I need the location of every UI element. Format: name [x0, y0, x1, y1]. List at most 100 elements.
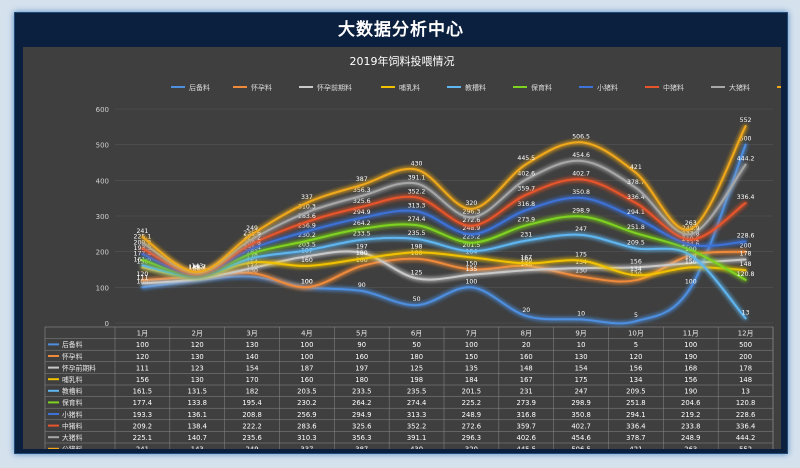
data-label: 247: [575, 226, 587, 233]
data-label: 337: [301, 194, 313, 201]
table-cell: 249: [246, 446, 259, 449]
series-line: [141, 143, 747, 325]
header-banner: 大数据分析中心: [15, 13, 787, 47]
data-label: 552: [740, 117, 752, 124]
table-cell: 359.7: [517, 422, 536, 430]
table-series-name: 中猪料: [62, 421, 83, 430]
table-cell: 154: [575, 364, 588, 372]
table-cell: 274.4: [407, 399, 426, 407]
table-cell: 402.7: [571, 422, 590, 430]
x-tick-label: 11月: [683, 330, 699, 338]
data-label: 249: [246, 225, 258, 232]
table-cell: 161.5: [133, 388, 152, 396]
table-cell: 156: [629, 364, 642, 372]
table-cell: 123: [191, 364, 204, 372]
data-label: 454.6: [572, 152, 590, 159]
legend-label: 大猪料: [729, 83, 750, 92]
table-cell: 193.3: [133, 411, 152, 419]
series-line: [141, 125, 747, 274]
table-cell: 402.6: [517, 434, 536, 442]
table-cell: 320: [465, 446, 478, 449]
table-series-name: 教槽料: [62, 387, 83, 396]
table-cell: 336.4: [736, 422, 755, 430]
table-cell: 133.8: [188, 399, 207, 407]
table-cell: 352.2: [407, 422, 426, 430]
data-label: 225.2: [463, 234, 481, 241]
data-label: 140.7: [188, 264, 206, 271]
table-series-name: 大猪料: [62, 433, 83, 442]
x-tick-label: 5月: [356, 330, 367, 338]
data-label: 235.5: [408, 230, 426, 237]
data-label: 100: [137, 278, 149, 285]
table-cell: 190: [684, 388, 697, 396]
table-cell: 120.8: [736, 399, 755, 407]
data-label: 500: [740, 136, 752, 143]
legend-item: 公猪料: [777, 86, 781, 88]
x-tick-label: 7月: [466, 330, 477, 338]
y-tick-label: 600: [96, 106, 109, 114]
data-label: 200: [740, 243, 752, 250]
table-cell: 391.1: [407, 434, 426, 442]
data-label: 336.4: [737, 194, 755, 201]
table-cell: 130: [575, 353, 588, 361]
table-cell: 167: [520, 376, 533, 384]
x-tick-label: 2月: [192, 330, 203, 338]
legend-item: 怀孕料: [233, 83, 272, 92]
data-label: 135: [466, 266, 478, 273]
data-label: 148: [520, 261, 532, 268]
data-label: 402.7: [572, 170, 590, 177]
table-cell: 251.8: [626, 399, 645, 407]
table-cell: 140.7: [188, 434, 207, 442]
table-cell: 184: [465, 376, 478, 384]
data-label: 352.2: [408, 188, 426, 195]
table-cell: 198: [410, 376, 423, 384]
table-cell: 273.9: [517, 399, 536, 407]
table-cell: 235.5: [407, 388, 426, 396]
data-label: 13: [742, 309, 750, 316]
chart-panel: 2019年饲料投喂情况 后备料 怀孕料 怀孕前期料 哺乳料 教槽料 保育料 小猪料 中猪料 大猪料…: [23, 47, 781, 449]
data-label: 359.7: [517, 186, 535, 193]
table-cell: 350.8: [571, 411, 590, 419]
table-cell: 201.5: [462, 388, 481, 396]
y-tick-label: 400: [96, 177, 109, 185]
legend-label: 小猪料: [597, 83, 618, 92]
table-cell: 180: [355, 376, 368, 384]
legend-item: 中猪料: [645, 83, 684, 92]
table-cell: 233.8: [681, 422, 700, 430]
data-label: 168: [685, 254, 697, 261]
x-tick-label: 3月: [246, 330, 257, 338]
data-label: 154: [575, 259, 587, 266]
data-label: 298.9: [572, 207, 590, 214]
table-cell: 325.6: [352, 422, 371, 430]
x-tick-label: 1月: [137, 330, 148, 338]
table-cell: 233.5: [352, 388, 371, 396]
data-label: 310.3: [298, 203, 316, 210]
table-cell: 230.2: [297, 399, 316, 407]
table-cell: 170: [246, 376, 259, 384]
data-label: 233.5: [353, 231, 371, 238]
data-label: 201.5: [463, 242, 481, 249]
table-cell: 454.6: [571, 434, 590, 442]
data-label: 148: [740, 261, 752, 268]
table-cell: 272.6: [462, 422, 481, 430]
table-cell: 130: [191, 376, 204, 384]
series-line: [141, 250, 747, 285]
data-label: 350.8: [572, 189, 590, 196]
table-cell: 140: [246, 353, 259, 361]
legend-label: 教槽料: [465, 83, 486, 92]
table-cell: 100: [136, 341, 149, 349]
data-label: 130: [575, 268, 587, 275]
data-label: 264.2: [353, 220, 371, 227]
table-cell: 430: [410, 446, 423, 449]
table-cell: 50: [412, 341, 421, 349]
data-label: 111: [137, 274, 149, 281]
table-cell: 310.3: [297, 434, 316, 442]
data-label: 167: [520, 254, 532, 261]
table-cell: 120: [629, 353, 642, 361]
data-label: 387: [356, 176, 368, 183]
table-cell: 445.5: [517, 446, 536, 449]
data-label: 313.3: [408, 202, 426, 209]
legend-label: 中猪料: [663, 83, 684, 92]
table-cell: 208.8: [242, 411, 261, 419]
legend-label: 保育料: [531, 83, 552, 92]
